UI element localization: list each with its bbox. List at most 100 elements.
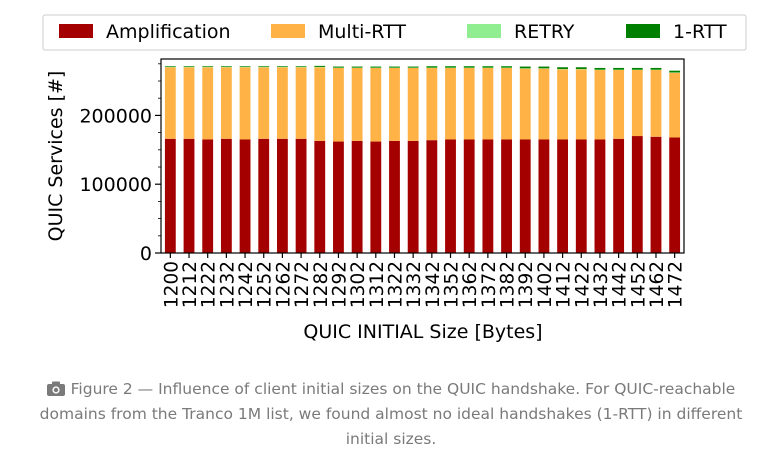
x-tick-label-1342: 1342 <box>423 261 444 308</box>
bar-amplification-1352 <box>445 139 456 253</box>
x-tick-label-1432: 1432 <box>591 261 612 308</box>
x-tick-label-1332: 1332 <box>404 261 425 308</box>
x-tick-label-1322: 1322 <box>385 261 406 308</box>
bar-amplification-1252 <box>258 138 270 253</box>
x-tick-label-1462: 1462 <box>647 261 668 308</box>
bars <box>164 65 681 253</box>
bar-1-rtt-1322 <box>389 66 400 68</box>
bar-amplification-1402 <box>538 139 550 253</box>
bar-amplification-1332 <box>407 140 419 253</box>
bar-1-rtt-1232 <box>220 66 232 67</box>
bar-1-rtt-1222 <box>202 66 214 67</box>
legend-label-retry: RETRY <box>514 21 575 43</box>
x-tick-label-1312: 1312 <box>367 261 388 308</box>
x-tick-label-1452: 1452 <box>628 261 649 308</box>
bar-multi-rtt-1222 <box>202 67 214 140</box>
bar-1-rtt-1402 <box>538 66 550 69</box>
bar-amplification-1272 <box>295 138 307 253</box>
bar-multi-rtt-1392 <box>519 68 531 140</box>
y-tick-label-200000: 200000 <box>79 105 152 127</box>
bar-multi-rtt-1242 <box>239 67 251 140</box>
bar-multi-rtt-1342 <box>426 67 438 141</box>
bar-multi-rtt-1272 <box>295 67 307 139</box>
x-tick-label-1272: 1272 <box>292 261 313 308</box>
bar-amplification-1432 <box>594 139 606 253</box>
bar-1-rtt-1282 <box>314 65 326 67</box>
bar-multi-rtt-1332 <box>407 67 419 141</box>
legend-frame <box>42 14 747 51</box>
bar-multi-rtt-1292 <box>333 67 344 142</box>
bar-amplification-1292 <box>333 141 344 253</box>
y-axis-label: QUIC Services [#] <box>45 71 67 242</box>
bar-amplification-1382 <box>501 139 512 253</box>
x-tick-label-1302: 1302 <box>348 261 369 308</box>
legend-label-amplification: Amplification <box>106 21 231 43</box>
bar-amplification-1322 <box>389 140 400 253</box>
x-tick-label-1242: 1242 <box>236 261 257 308</box>
bar-amplification-1372 <box>482 139 494 253</box>
bar-1-rtt-1302 <box>351 66 363 68</box>
x-tick-label-1402: 1402 <box>535 261 556 308</box>
x-tick-label-1382: 1382 <box>498 261 519 308</box>
bar-amplification-1212 <box>183 138 195 253</box>
x-tick-label-1282: 1282 <box>311 261 332 308</box>
bar-1-rtt-1332 <box>407 66 419 68</box>
bar-amplification-1312 <box>370 141 382 253</box>
bar-multi-rtt-1452 <box>631 70 643 137</box>
bar-multi-rtt-1312 <box>370 67 382 142</box>
bar-1-rtt-1442 <box>613 67 625 70</box>
bar-multi-rtt-1212 <box>183 67 195 139</box>
bar-multi-rtt-1472 <box>669 72 681 138</box>
bar-1-rtt-1472 <box>669 70 681 73</box>
bar-1-rtt-1242 <box>239 66 251 67</box>
bar-amplification-1392 <box>519 139 531 253</box>
x-axis-label: QUIC INITIAL Size [Bytes] <box>303 321 542 343</box>
bar-amplification-1262 <box>276 138 288 253</box>
legend-swatch-1-rtt <box>626 24 660 38</box>
x-tick-label-1472: 1472 <box>666 261 687 308</box>
x-tick-label-1352: 1352 <box>442 261 463 308</box>
legend: Amplification Multi-RTT RETRY 1-RTT <box>42 14 747 51</box>
bar-amplification-1282 <box>314 140 326 253</box>
bar-1-rtt-1200 <box>164 66 176 67</box>
x-axis: 1200121212221232124212521262127212821292… <box>161 253 687 308</box>
bar-multi-rtt-1422 <box>575 69 587 140</box>
figure-caption: Figure 2 — Influence of client initial s… <box>20 377 762 452</box>
bar-1-rtt-1262 <box>276 66 288 67</box>
stacked-bar-chart: Amplification Multi-RTT RETRY 1-RTT 0 100000… <box>42 14 747 343</box>
bar-multi-rtt-1262 <box>276 67 288 139</box>
bar-multi-rtt-1200 <box>164 67 176 139</box>
bar-amplification-1442 <box>613 138 625 253</box>
caption-text: Figure 2 — Influence of client initial s… <box>39 380 743 448</box>
legend-label-multi-rtt: Multi-RTT <box>318 21 406 43</box>
bar-amplification-1452 <box>631 136 643 253</box>
bar-multi-rtt-1252 <box>258 67 270 139</box>
x-tick-label-1292: 1292 <box>329 261 350 308</box>
y-tick-label-0: 0 <box>140 243 152 265</box>
bar-1-rtt-1452 <box>631 67 643 70</box>
y-tick-label-100000: 100000 <box>79 174 152 196</box>
bar-1-rtt-1352 <box>445 66 456 68</box>
bar-multi-rtt-1282 <box>314 67 326 141</box>
x-tick-label-1442: 1442 <box>610 261 631 308</box>
bar-multi-rtt-1232 <box>220 67 232 139</box>
y-axis: 0 100000 200000 <box>79 63 161 265</box>
bar-1-rtt-1412 <box>557 67 568 69</box>
legend-swatch-multi-rtt <box>271 24 305 38</box>
x-tick-label-1422: 1422 <box>572 261 593 308</box>
x-tick-label-1200: 1200 <box>161 261 182 308</box>
x-tick-label-1262: 1262 <box>273 261 294 308</box>
x-tick-label-1392: 1392 <box>516 261 537 308</box>
bar-amplification-1412 <box>557 139 568 253</box>
bar-1-rtt-1462 <box>650 67 662 70</box>
bar-multi-rtt-1412 <box>557 69 568 140</box>
bar-1-rtt-1312 <box>370 66 382 68</box>
bar-1-rtt-1342 <box>426 66 438 68</box>
bar-1-rtt-1292 <box>333 66 344 68</box>
x-tick-label-1412: 1412 <box>554 261 575 308</box>
bar-1-rtt-1362 <box>463 66 475 68</box>
bar-multi-rtt-1372 <box>482 67 494 140</box>
bar-multi-rtt-1462 <box>650 70 662 137</box>
legend-swatch-amplification <box>59 24 93 38</box>
bar-1-rtt-1272 <box>295 66 307 67</box>
